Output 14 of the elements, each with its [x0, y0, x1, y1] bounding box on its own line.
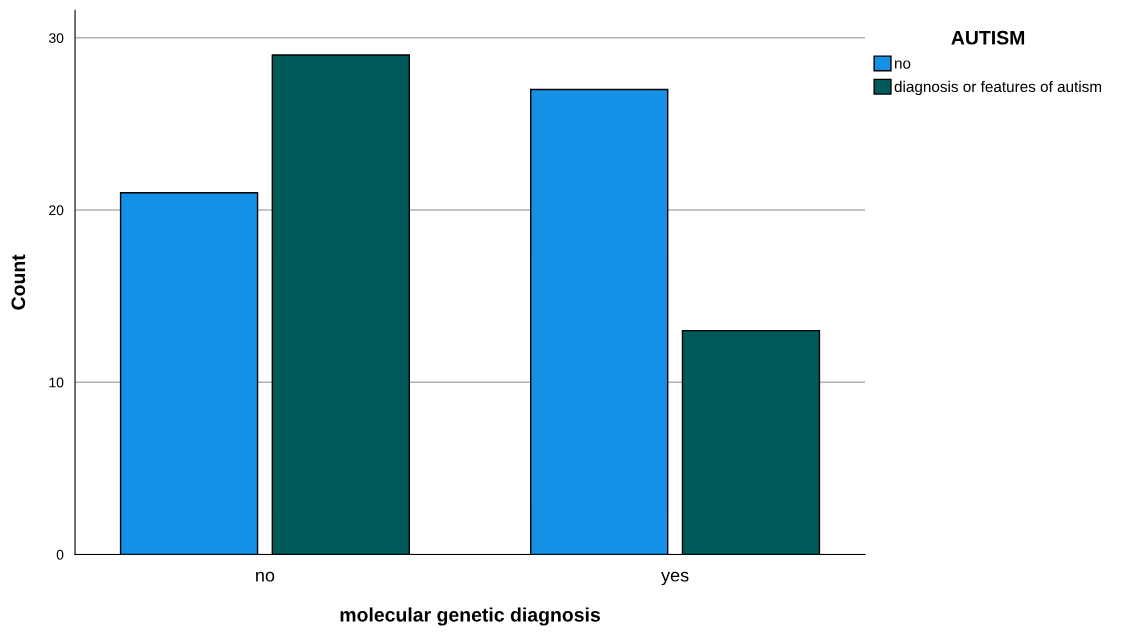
bar	[530, 88, 669, 555]
bar	[681, 329, 821, 555]
bar	[119, 192, 259, 555]
y-tick-label: 30	[49, 33, 64, 43]
bar	[271, 54, 411, 555]
y-axis-title: Count	[11, 254, 26, 310]
x-tick-label: yes	[661, 571, 689, 586]
y-tick-label: 0	[56, 549, 64, 560]
y-tick-label: 20	[49, 205, 64, 216]
y-tick-label: 10	[49, 377, 64, 388]
legend-label: diagnosis or features of autism	[894, 80, 1102, 96]
legend-label: no	[895, 60, 911, 69]
x-axis-title: molecular genetic diagnosis	[340, 607, 600, 626]
legend-title: AUTISM	[951, 30, 1025, 45]
